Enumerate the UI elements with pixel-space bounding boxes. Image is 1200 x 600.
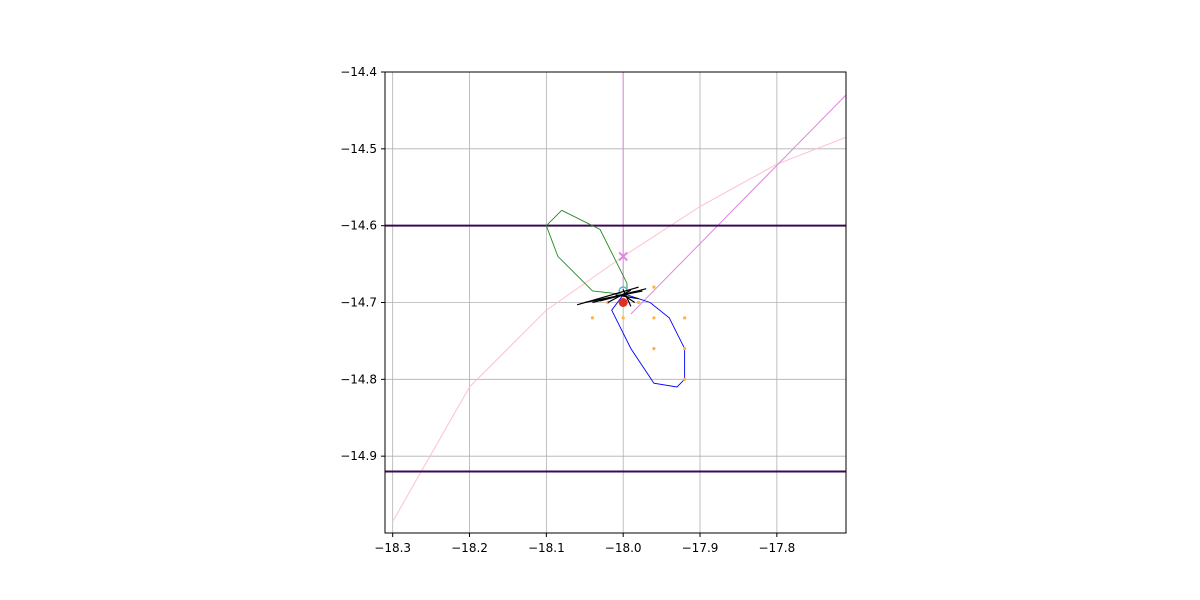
plot-content xyxy=(385,72,846,522)
black-segment xyxy=(622,289,632,307)
y-tick-label: −14.4 xyxy=(340,65,377,79)
x-marker xyxy=(618,251,628,262)
violet-diagonal-line xyxy=(630,94,846,315)
green-polygon xyxy=(545,209,628,296)
black-segment xyxy=(599,291,635,302)
black-segment xyxy=(607,289,632,304)
orange-point xyxy=(683,347,687,351)
y-tick-label: −14.8 xyxy=(340,372,377,386)
x-tick-label: −18.3 xyxy=(374,541,411,555)
blue-polygon xyxy=(611,294,686,388)
y-tick-label: −14.7 xyxy=(340,296,377,310)
x-marker-stroke xyxy=(618,251,628,262)
orange-point xyxy=(590,316,595,320)
y-tick-label: −14.5 xyxy=(340,142,377,156)
x-tick-label: −18.2 xyxy=(451,541,488,555)
orange-point xyxy=(683,316,687,320)
orange-point xyxy=(621,316,625,320)
orange-point xyxy=(652,347,656,351)
black-segment xyxy=(615,294,639,300)
x-tick-label: −17.9 xyxy=(682,541,719,555)
orange-point xyxy=(683,377,687,381)
orange-point xyxy=(652,316,656,320)
y-tick-label: −14.9 xyxy=(340,449,377,463)
x-tick-label: −18.0 xyxy=(605,541,642,555)
orange-point xyxy=(636,300,641,305)
x-tick-label: −17.8 xyxy=(758,541,795,555)
x-tick-label: −18.1 xyxy=(528,541,565,555)
red-point xyxy=(618,298,628,307)
orange-point xyxy=(652,285,656,289)
y-tick-label: −14.6 xyxy=(340,219,377,233)
